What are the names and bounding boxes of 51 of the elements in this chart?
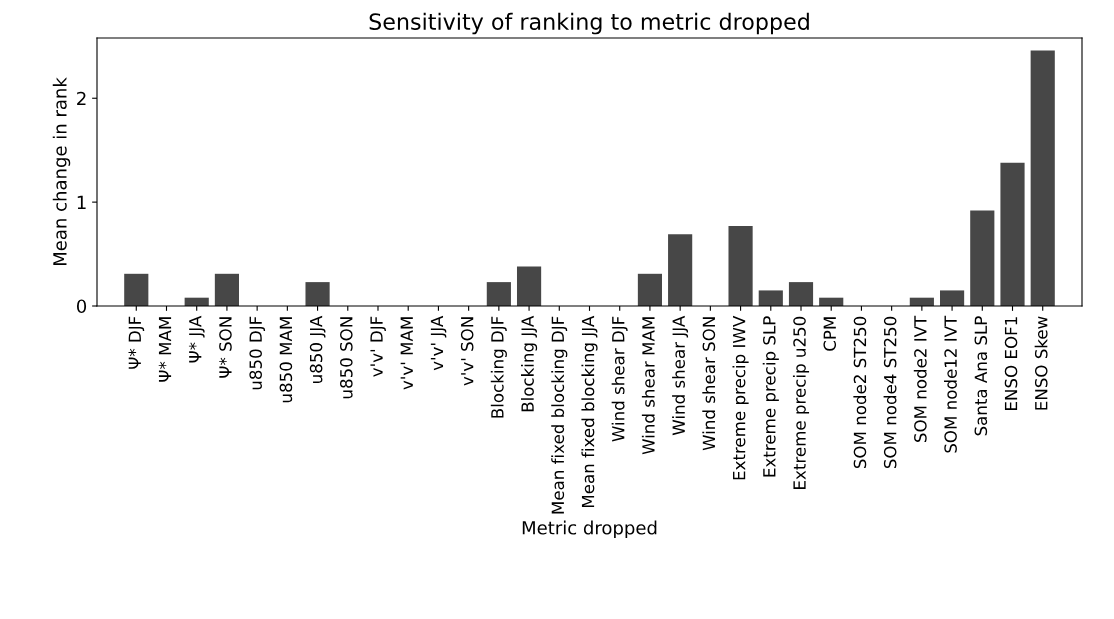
bar <box>788 282 814 306</box>
x-tick-label: SOM node2 ST250 <box>853 316 867 469</box>
x-tick-label: Wind shear JJA <box>672 315 689 436</box>
bar <box>637 273 663 306</box>
x-tick-label: u850 DJF <box>249 316 266 390</box>
x-tick-label: u850 MAM <box>279 317 293 403</box>
bar <box>305 282 330 306</box>
y-axis-title: Mean change in rank <box>52 77 71 266</box>
x-tick-label: Santa Ana SLP <box>974 316 988 436</box>
bar <box>486 282 511 306</box>
x-axis-title: Metric dropped <box>522 520 657 539</box>
bar <box>970 210 995 306</box>
x-tick-label: Blocking JJA <box>521 315 538 412</box>
x-tick-label: Mean fixed blocking JJA <box>581 315 598 508</box>
x-tick-label: Wind shear DJF <box>611 316 628 442</box>
y-tick-label: 2 <box>77 91 86 106</box>
chart-title: Sensitivity of ranking to metric dropped <box>369 12 809 35</box>
x-tick-label: ENSO EOF1 <box>1004 317 1018 410</box>
bar <box>1030 50 1055 306</box>
bar <box>728 226 753 306</box>
x-tick-label: Extreme precip u250 <box>792 316 810 489</box>
x-tick-label: Extreme precip IWV <box>732 315 749 480</box>
bar <box>214 273 240 306</box>
x-tick-label: SOM node2 IVT <box>913 315 927 442</box>
x-tick-label: Ψ* JJA <box>188 315 205 363</box>
x-tick-label: ENSO Skew <box>1034 316 1048 410</box>
x-tick-label: Ψ* DJF <box>128 316 145 369</box>
x-tick-label: v'v' SON <box>460 317 474 386</box>
x-tick-label: v'v' JJA <box>430 315 447 371</box>
x-tick-label: Mean fixed blocking DJF <box>551 316 568 514</box>
bar <box>939 290 965 306</box>
x-tick-label: Wind shear MAM <box>641 317 655 455</box>
x-tick-label: SOM node12 IVT <box>944 315 957 453</box>
x-tick-label: Ψ* SON <box>219 317 232 378</box>
x-tick-label: u850 JJA <box>309 315 326 383</box>
y-tick-label: 1 <box>77 195 86 209</box>
x-tick-label: v'v' DJF <box>370 316 386 377</box>
x-tick-label: u850 SON <box>340 317 353 399</box>
x-tick-label: Extreme precip SLP <box>762 316 779 477</box>
bar <box>668 234 693 306</box>
bar <box>758 290 783 306</box>
bar <box>516 266 542 306</box>
y-tick-label: 0 <box>76 299 87 314</box>
bar <box>124 273 149 306</box>
x-tick-label: Wind shear SON <box>702 317 716 451</box>
bar <box>1000 162 1025 306</box>
x-tick-label: Blocking DJF <box>490 316 507 418</box>
x-tick-label: Ψ* MAM <box>158 317 172 382</box>
x-tick-label: v'v' MAM <box>400 317 413 390</box>
x-tick-label: SOM node4 ST250 <box>883 316 897 469</box>
x-tick-label: CPM <box>823 317 837 351</box>
